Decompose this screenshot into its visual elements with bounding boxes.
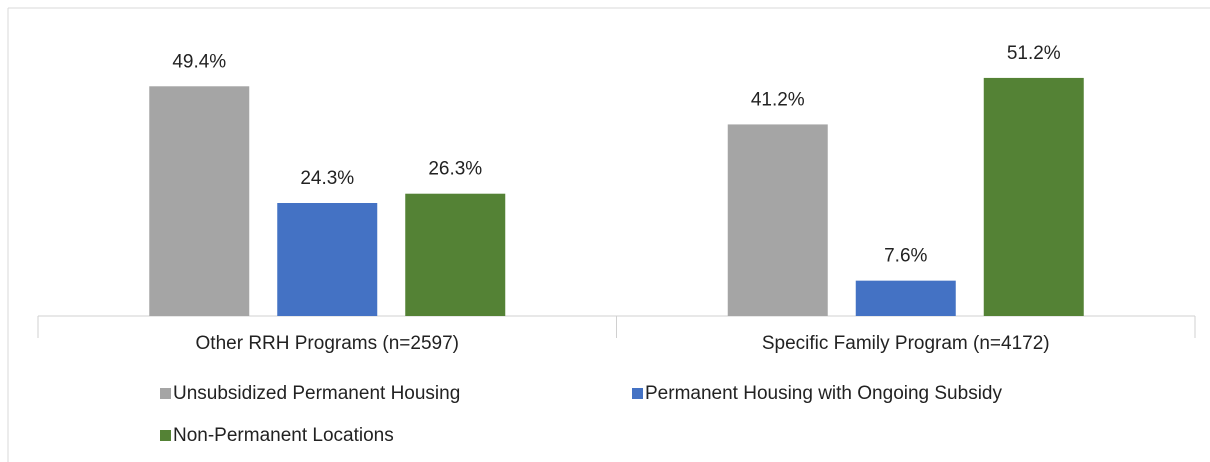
legend-label: Unsubsidized Permanent Housing: [173, 383, 460, 404]
bar: [405, 193, 506, 316]
bar: [277, 203, 378, 316]
legend-label: Permanent Housing with Ongoing Subsidy: [645, 383, 1002, 404]
bar: [149, 86, 250, 316]
data-label: 51.2%: [1007, 43, 1061, 64]
bar: [855, 280, 956, 316]
x-tick-label: Other RRH Programs (n=2597): [196, 333, 459, 354]
data-label: 49.4%: [172, 51, 226, 72]
legend-swatch: [160, 430, 171, 441]
legend-swatch: [160, 388, 171, 399]
legend-swatch: [632, 388, 643, 399]
data-label: 7.6%: [884, 246, 927, 267]
bar: [983, 77, 1084, 316]
data-label: 24.3%: [300, 168, 354, 189]
bar: [727, 124, 828, 316]
data-label: 26.3%: [428, 159, 482, 180]
x-tick-label: Specific Family Program (n=4172): [762, 333, 1050, 354]
data-label: 41.2%: [751, 89, 805, 110]
legend-label: Non-Permanent Locations: [173, 425, 394, 446]
